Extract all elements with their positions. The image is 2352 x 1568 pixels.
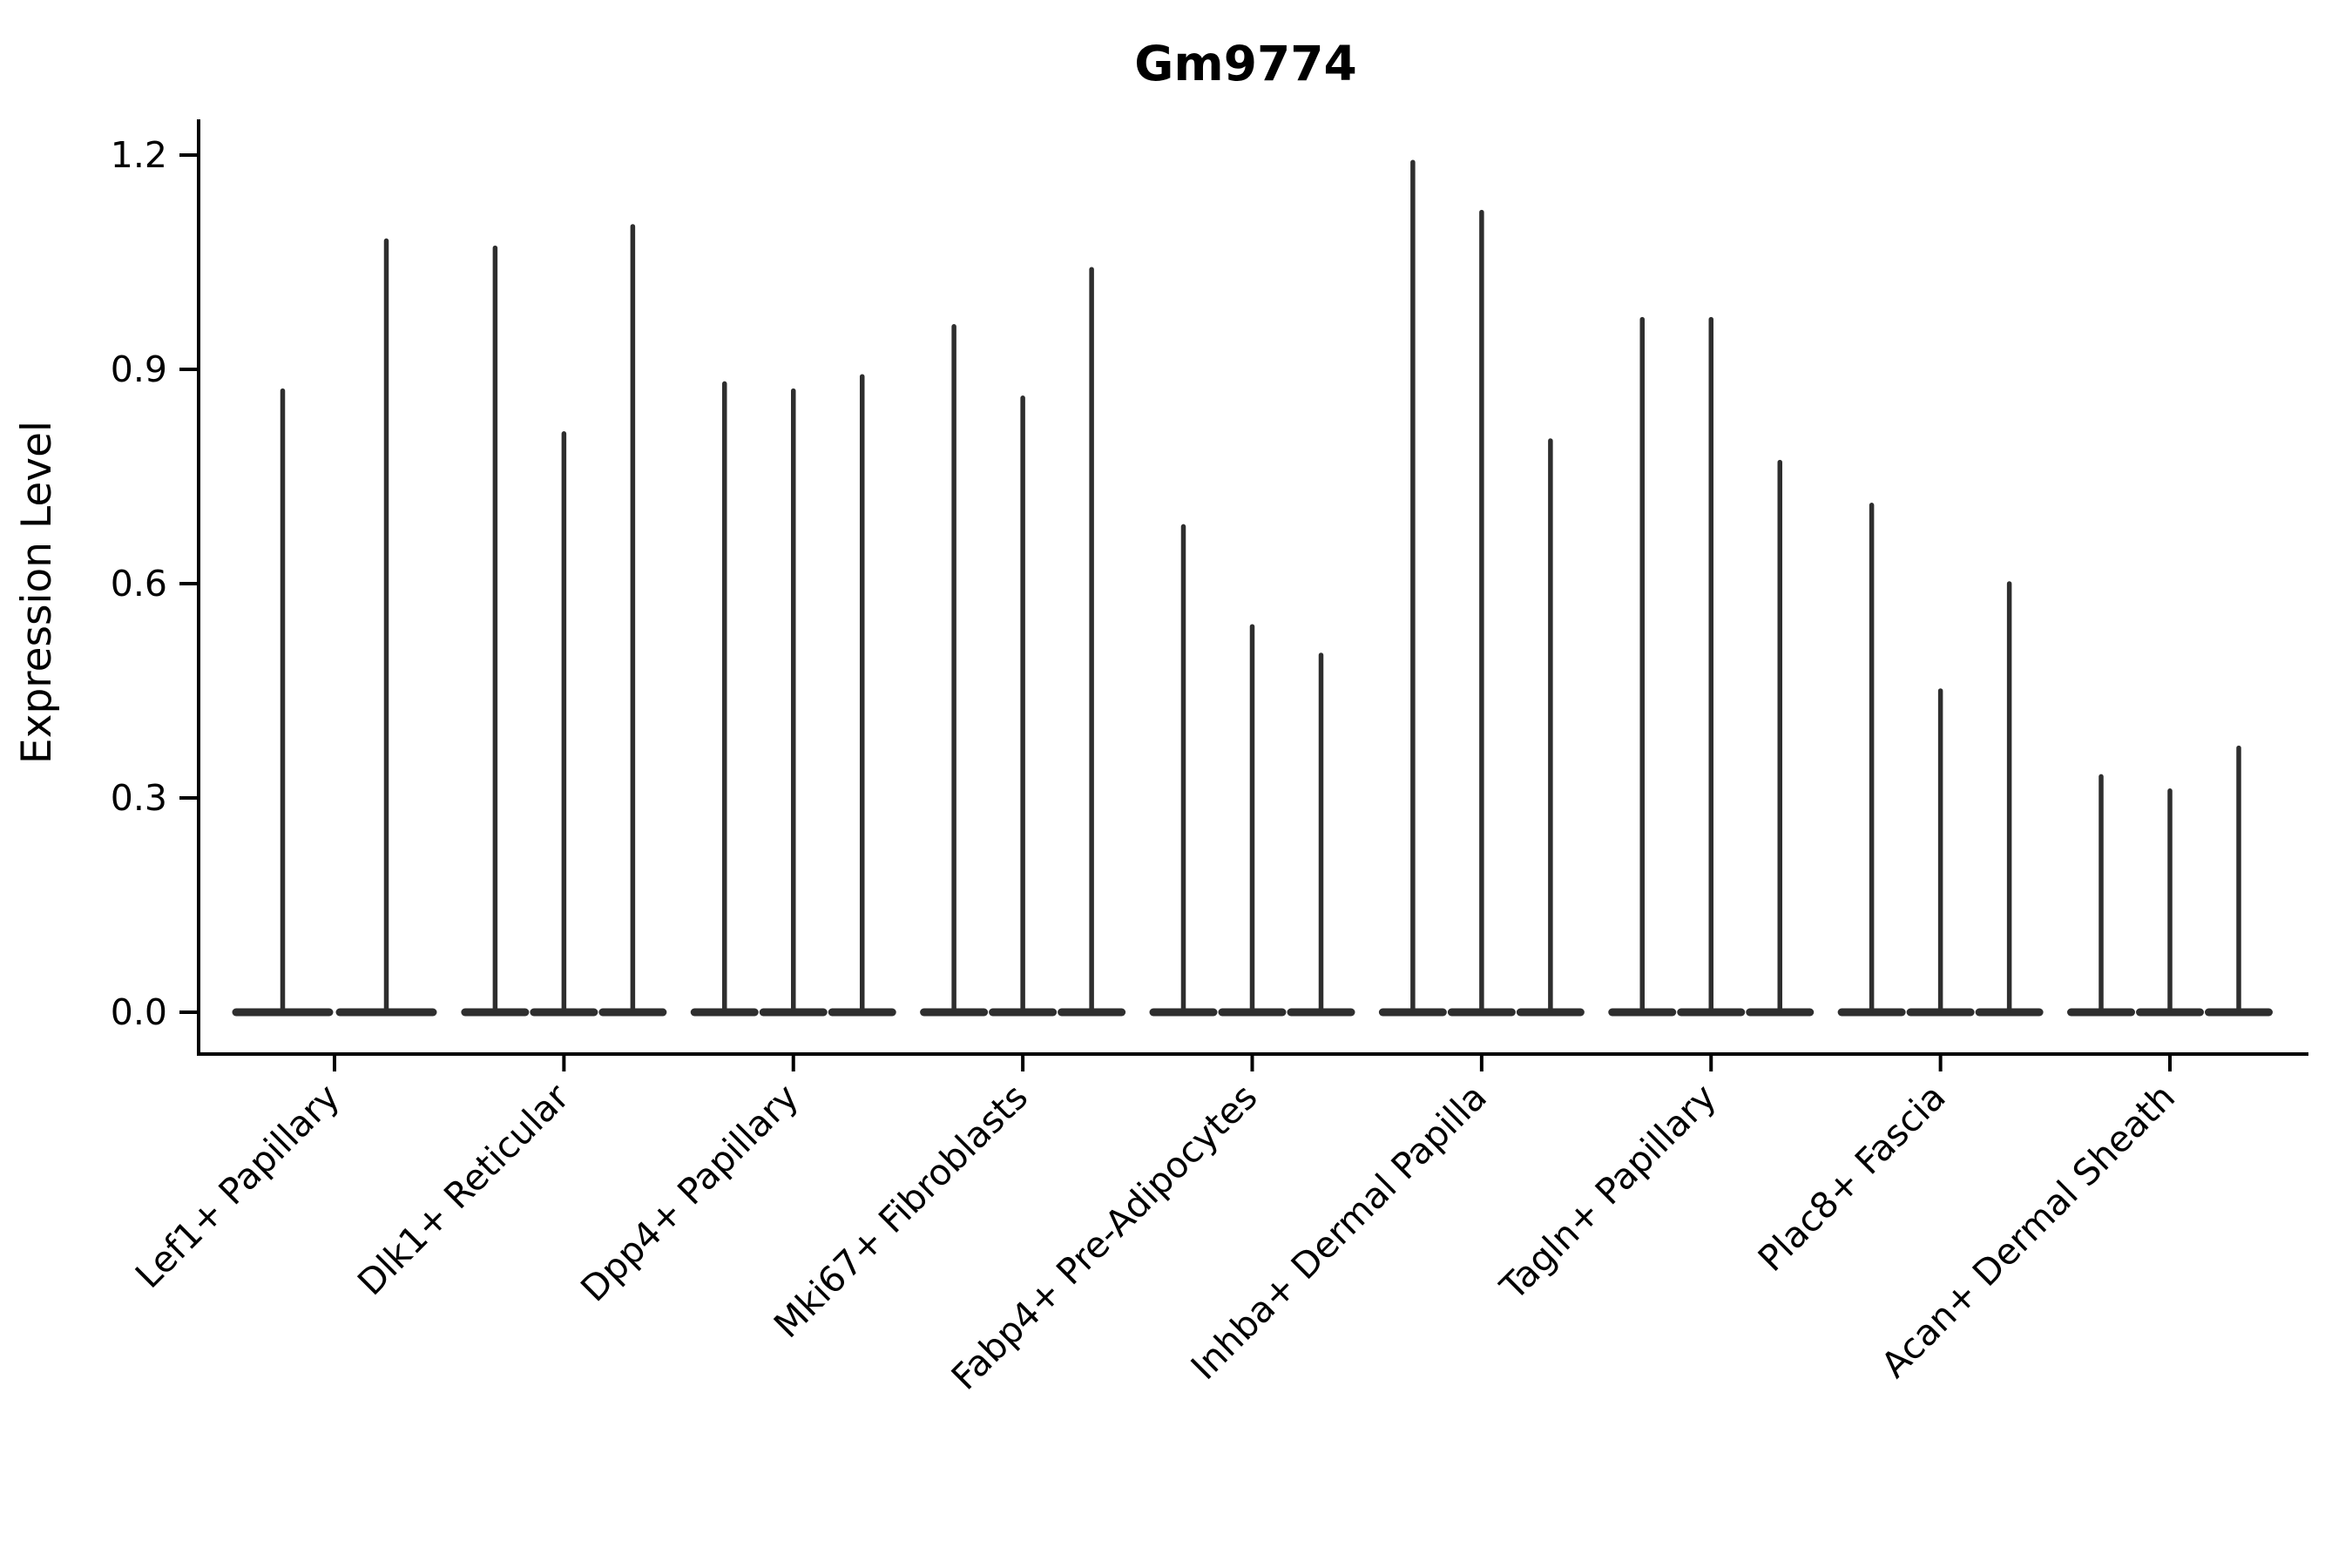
y-tick-label: 1.2 (111, 134, 167, 176)
x-tick-label: Plac8+ Fascia (1750, 1076, 1954, 1280)
x-tick-label: Tagln+ Papillary (1491, 1076, 1724, 1308)
x-tick-label: Dpp4+ Papillary (572, 1076, 806, 1309)
violin-layer (232, 159, 2273, 1017)
x-tick-label: Dlk1+ Reticular (349, 1076, 577, 1303)
x-tick-label: Lef1+ Papillary (127, 1076, 348, 1296)
chart-title: Gm9774 (1134, 36, 1357, 91)
axes-layer: 0.0 0.3 0.6 0.9 1.2 Lef1+ Papillary Dlk1+ Reti… (111, 119, 2308, 1398)
y-tick-label: 0.0 (111, 991, 167, 1033)
y-axis-title: Expression Level (13, 421, 61, 764)
x-tick-label: Mki67+ Fibroblasts (766, 1076, 1036, 1346)
y-tick-label: 0.6 (111, 563, 167, 605)
y-tick-label: 0.9 (111, 348, 167, 390)
y-tick-label: 0.3 (111, 777, 167, 819)
